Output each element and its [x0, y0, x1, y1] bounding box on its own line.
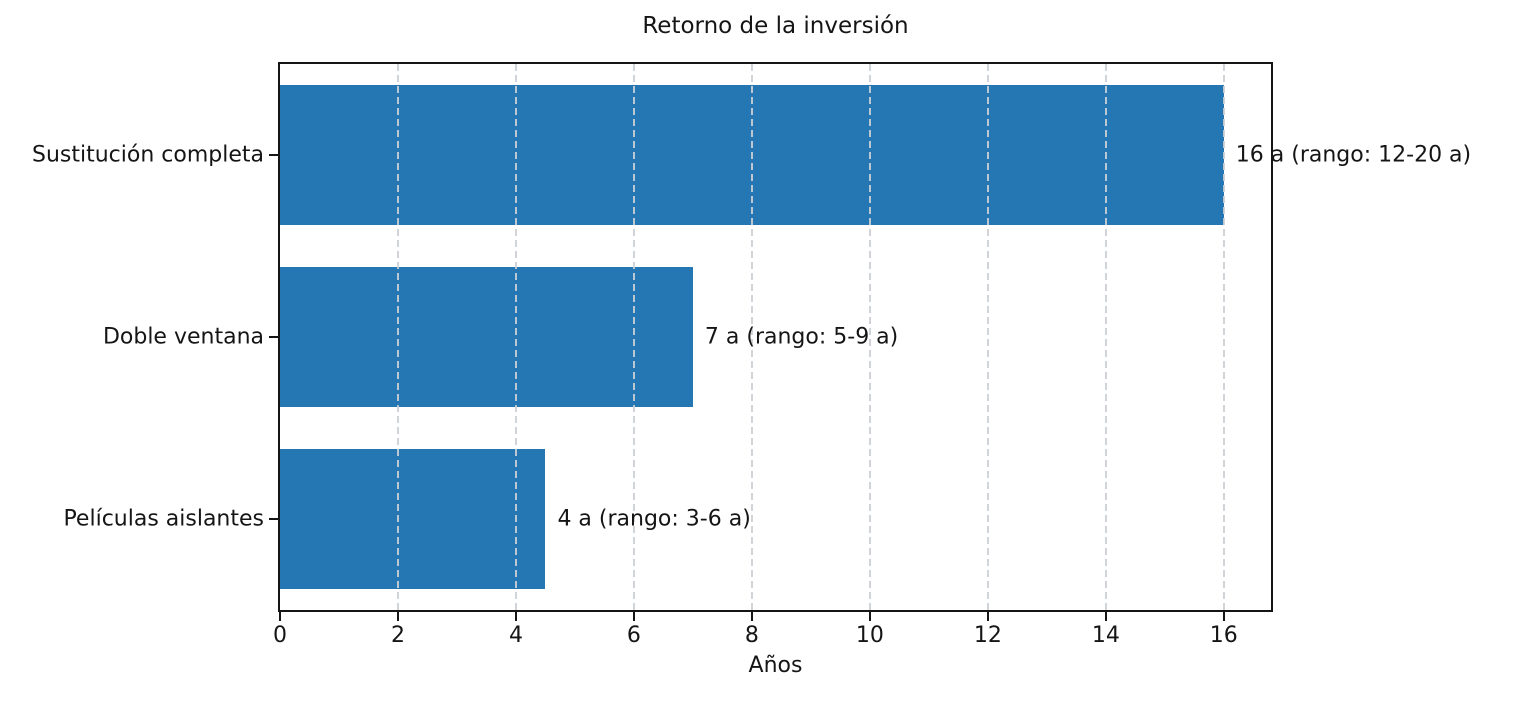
x-axis-label: Años: [748, 653, 803, 678]
x-tick-label: 6: [626, 623, 641, 648]
gridline: [1104, 64, 1107, 610]
x-tick-label: 0: [273, 623, 287, 648]
y-tick-mark: [269, 154, 278, 156]
bar: [280, 449, 546, 589]
x-tick-mark: [868, 612, 871, 621]
bar-value-label: 7 a (rango: 5-9 a): [704, 324, 899, 350]
y-tick-mark: [269, 518, 278, 520]
gridline: [1222, 64, 1225, 610]
chart-title: Retorno de la inversión: [642, 13, 909, 39]
bar-value-label: 16 a (rango: 12-20 a): [1235, 142, 1472, 168]
gridline: [396, 64, 399, 610]
y-tick-mark: [269, 336, 278, 338]
gridline: [632, 64, 635, 610]
bar: [280, 267, 693, 407]
gridline: [868, 64, 871, 610]
x-tick-label: 12: [973, 623, 1002, 648]
x-tick-mark: [1222, 612, 1225, 621]
x-tick-label: 8: [744, 623, 759, 648]
x-tick-mark: [396, 612, 399, 621]
bar-value-label: 4 a (rango: 3-6 a): [557, 506, 751, 532]
gridline: [986, 64, 989, 610]
x-tick-label: 14: [1091, 623, 1120, 648]
x-tick-mark: [986, 612, 989, 621]
category-label: Doble ventana: [102, 324, 264, 350]
x-tick-mark: [1104, 612, 1107, 621]
plot-area: 0 2 4 6 8 10 12 14 16 Sustitución completa 16 a (r…: [32, 62, 1471, 648]
category-label: Películas aislantes: [63, 506, 264, 532]
x-tick-mark: [514, 612, 517, 621]
gridline: [750, 64, 753, 610]
category-label: Sustitución completa: [32, 142, 264, 168]
x-tick-label: 10: [855, 623, 884, 648]
x-tick-label: 4: [508, 623, 523, 648]
x-tick-label: 16: [1209, 623, 1238, 648]
x-tick-mark: [279, 612, 281, 621]
gridline: [514, 64, 517, 610]
x-tick-mark: [750, 612, 753, 621]
x-tick-mark: [632, 612, 635, 621]
x-tick-label: 2: [390, 623, 405, 648]
